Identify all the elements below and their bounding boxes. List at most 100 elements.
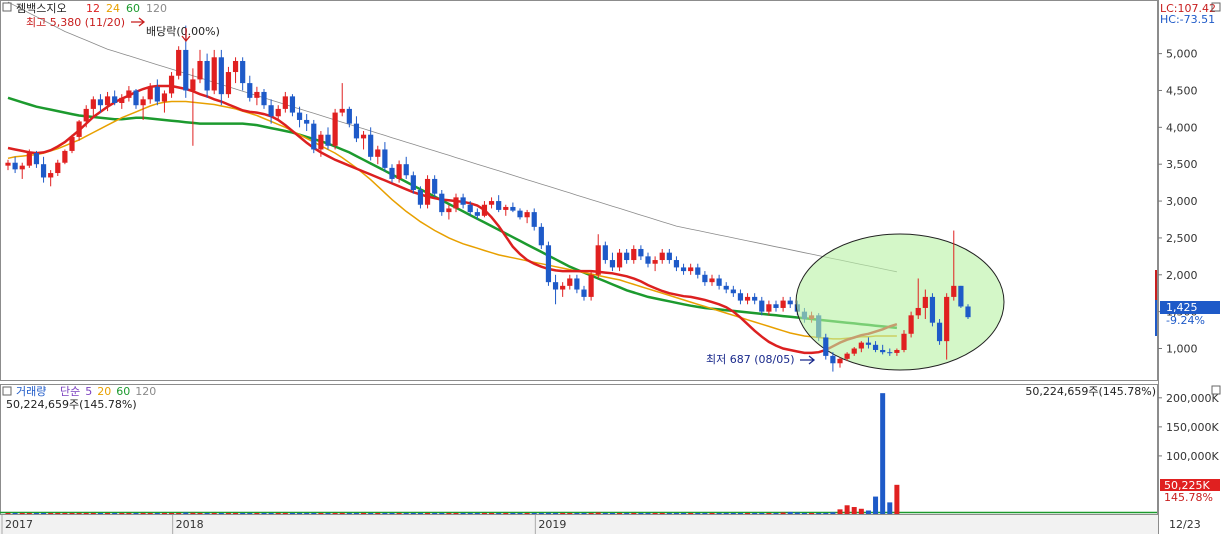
candle: [140, 96, 146, 120]
candle: [837, 357, 843, 368]
candle: [865, 337, 872, 349]
candle: [688, 263, 694, 275]
candle-body: [154, 86, 160, 102]
candle-body: [744, 296, 751, 301]
volume-bar: [62, 513, 68, 514]
candle-body: [147, 86, 153, 100]
volume-bar: [524, 513, 530, 514]
candle: [282, 91, 288, 113]
volume-bar: [304, 513, 310, 514]
candle-body: [104, 96, 111, 106]
candle: [666, 248, 672, 264]
candle: [112, 90, 118, 106]
candle-body: [823, 337, 829, 356]
candle-body: [759, 300, 765, 312]
candle: [744, 293, 751, 305]
candle: [766, 300, 772, 316]
volume-panel-expand-icon[interactable]: [1211, 385, 1221, 395]
volume-bar: [368, 513, 374, 514]
right-axis-area: [1158, 0, 1223, 534]
candle: [275, 105, 281, 120]
volume-bar: [83, 513, 89, 514]
candle: [410, 171, 416, 194]
candle-body: [261, 91, 267, 106]
volume-bar: [33, 513, 39, 514]
candle-body: [289, 96, 296, 113]
candle-body: [609, 260, 616, 268]
volume-bar: [176, 513, 182, 514]
candle: [26, 149, 32, 168]
candle-body: [247, 83, 253, 98]
volume-bar: [695, 513, 701, 514]
volume-bar: [12, 513, 18, 514]
volume-bar: [361, 513, 367, 514]
volume-panel-toggle-icon[interactable]: [2, 386, 12, 396]
candle: [894, 348, 900, 356]
candle: [567, 274, 573, 290]
candle: [716, 274, 722, 290]
candle-body: [232, 60, 239, 73]
moving-average-lines: [7, 1, 898, 355]
volume-bar: [688, 513, 694, 514]
volume-bar: [481, 513, 487, 514]
volume-tick-label: 200,000K: [1166, 392, 1219, 405]
volume-bar: [752, 513, 758, 514]
candle-body: [40, 164, 47, 178]
candle-body: [325, 134, 331, 146]
candle: [232, 57, 239, 84]
candle: [97, 94, 104, 113]
volume-bar: [880, 393, 886, 514]
current-price: 1,425: [1166, 301, 1198, 314]
volume-bar: [638, 513, 644, 514]
lc-label: LC:107.42: [1160, 2, 1216, 15]
candle: [823, 333, 829, 360]
candle-body: [951, 285, 957, 297]
volume-bar: [410, 513, 416, 514]
panel-toggle-icon[interactable]: [2, 2, 12, 12]
candle: [161, 90, 168, 113]
hc-label: HC:-73.51: [1160, 13, 1215, 26]
candle: [40, 156, 47, 183]
candle-body: [645, 256, 651, 264]
candle-body: [33, 153, 40, 165]
candle-body: [666, 252, 672, 261]
volume-bar: [588, 513, 594, 514]
candle: [261, 88, 267, 109]
candle-body: [218, 57, 224, 95]
x-tick-label: 2017: [5, 518, 33, 531]
low-arrow-icon: [800, 355, 816, 365]
candle: [474, 208, 480, 220]
volume-bar: [787, 511, 793, 514]
candle: [154, 79, 160, 106]
candle: [204, 53, 210, 98]
candle-body: [453, 197, 459, 209]
candle: [211, 49, 217, 95]
current-price-box: [1160, 301, 1220, 314]
volume-bar: [133, 513, 139, 514]
candle-body: [197, 60, 203, 80]
candle-body: [375, 149, 381, 157]
volume-bar: [261, 513, 267, 514]
candle: [624, 248, 630, 264]
candle-body: [837, 358, 843, 364]
volume-bar: [673, 513, 679, 514]
current-change: -9.24%: [1166, 314, 1205, 327]
candle-body: [880, 349, 886, 353]
price-panel-expand-icon[interactable]: [1211, 2, 1221, 12]
volume-bar: [837, 509, 843, 514]
volume-bar: [723, 513, 729, 514]
candle-body: [510, 206, 516, 211]
volume-bar: [574, 513, 580, 514]
volume-bar: [809, 513, 815, 514]
candle-body: [360, 134, 367, 139]
volume-bar: [55, 513, 61, 514]
candle-body: [190, 79, 196, 91]
volume-bar: [510, 513, 516, 514]
volume-bar: [894, 484, 900, 514]
candle: [76, 119, 82, 141]
volume-bar: [432, 513, 438, 514]
candle: [396, 160, 402, 183]
candle-body: [908, 315, 914, 334]
candle-body: [752, 296, 758, 301]
